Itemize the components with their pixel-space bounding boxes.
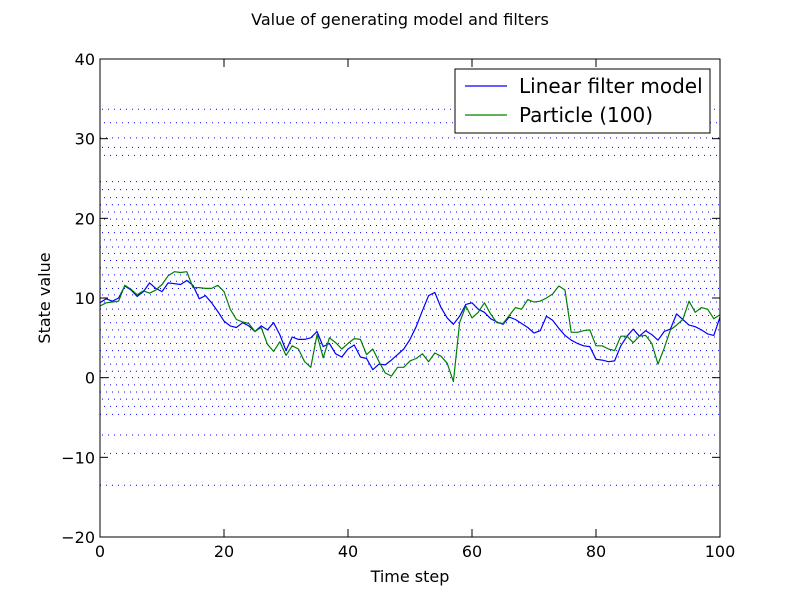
- y-tick-label: 10: [75, 289, 95, 308]
- y-tick-label: 20: [75, 209, 95, 228]
- chart-title: Value of generating model and filters: [251, 10, 549, 29]
- legend-label-2: Particle (100): [519, 103, 653, 127]
- legend-box: [454, 68, 711, 134]
- plot-frame: [99, 58, 721, 538]
- series-lines: [99, 271, 721, 383]
- x-tick-label: 40: [338, 542, 358, 561]
- y-tick-label: 40: [75, 50, 95, 69]
- x-tick-label: 60: [462, 542, 482, 561]
- x-tick-label: 0: [95, 542, 105, 561]
- legend: Linear filter model Particle (100): [454, 68, 711, 134]
- series-line-1: [99, 279, 721, 371]
- legend-label-1: Linear filter model: [519, 74, 703, 98]
- y-axis-label: State value: [35, 252, 54, 343]
- particle-layer: [100, 108, 720, 486]
- y-tick-label: −20: [61, 528, 95, 547]
- x-tick-label: 80: [586, 542, 606, 561]
- y-tick-label: 0: [85, 369, 95, 388]
- y-tick-label: 30: [75, 130, 95, 149]
- y-tick-label: −10: [61, 448, 95, 467]
- axis-ticks: 0 20 40 60 80 100 −20 −10 0 10 20 30 40: [61, 50, 735, 561]
- series-line-2: [99, 271, 721, 383]
- x-tick-label: 100: [705, 542, 736, 561]
- x-tick-label: 20: [214, 542, 234, 561]
- x-axis-label: Time step: [370, 567, 450, 586]
